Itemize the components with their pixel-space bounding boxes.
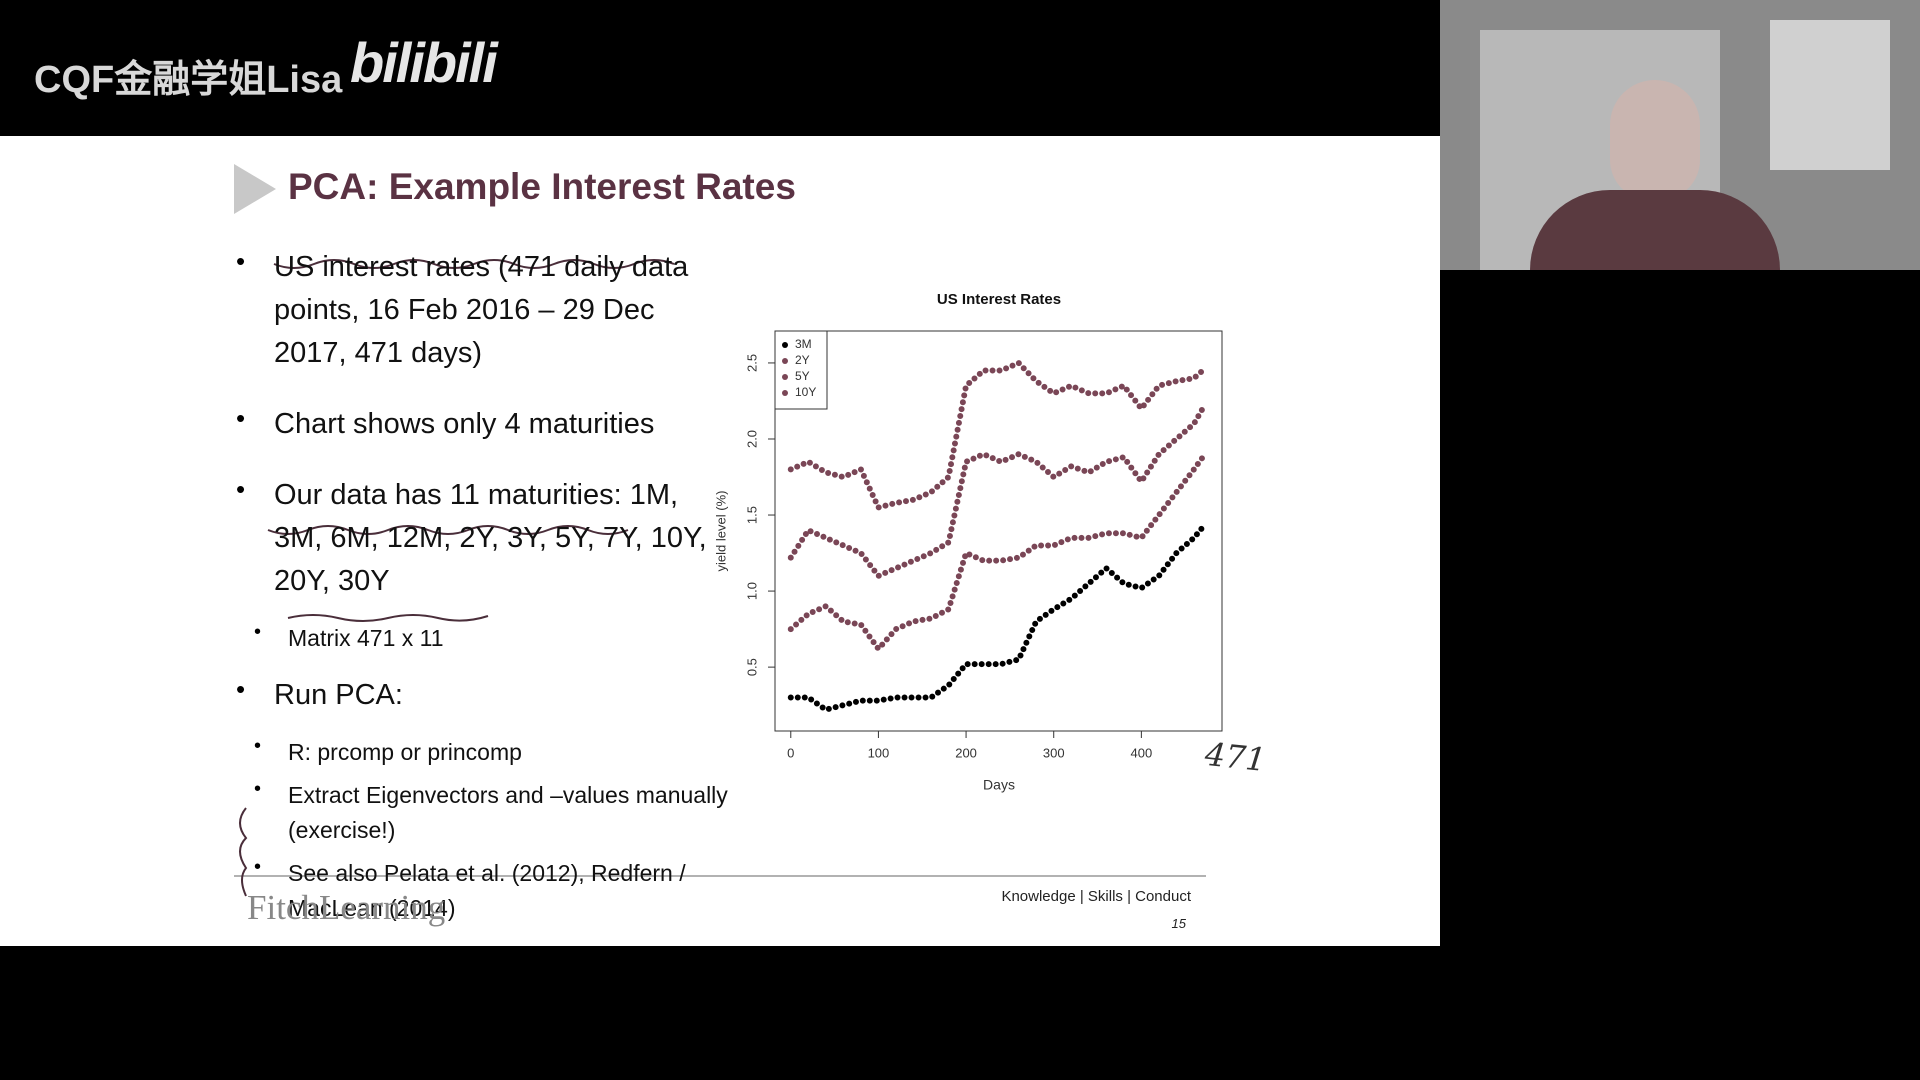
handwritten-underline xyxy=(273,259,675,269)
handwritten-brace xyxy=(239,807,248,897)
bullet-text: Run PCA: xyxy=(274,679,403,711)
x-axis-label: Days xyxy=(983,777,1015,793)
bullet-dot: • xyxy=(236,474,246,504)
slide-title: PCA: Example Interest Rates xyxy=(288,166,796,207)
bullet-dot: • xyxy=(254,778,262,800)
legend-marker xyxy=(782,390,788,396)
sub-bullet-text: R: prcomp or princomp xyxy=(288,739,522,765)
slide-art xyxy=(234,164,1206,897)
x-tick-label: 0 xyxy=(787,745,794,760)
chart-title: US Interest Rates xyxy=(937,291,1061,308)
series-line xyxy=(787,524,1206,713)
webcam-feed xyxy=(1440,0,1920,270)
x-tick-label: 200 xyxy=(955,745,977,760)
channel-watermark: CQF金融学姐Lisa xyxy=(34,59,343,101)
logo-watermark: bilibili xyxy=(350,31,498,94)
legend-label: 5Y xyxy=(795,369,810,383)
y-tick-label: 1.5 xyxy=(744,506,759,524)
y-tick-label: 2.0 xyxy=(744,430,759,448)
tagline: Knowledge | Skills | Conduct xyxy=(1001,888,1191,905)
series-line xyxy=(787,454,1206,652)
bullet-dot: • xyxy=(254,735,262,757)
slide: PCA: Example Interest Rates • US interest… xyxy=(0,136,1440,946)
legend-label: 3M xyxy=(795,337,812,351)
legend-marker xyxy=(782,374,788,380)
legend-marker xyxy=(782,358,788,364)
y-tick-label: 0.5 xyxy=(744,658,759,676)
bullet-text: Chart shows only 4 maturities xyxy=(274,408,655,440)
y-tick-label: 1.0 xyxy=(744,582,759,600)
y-tick-label: 2.5 xyxy=(744,354,759,372)
handwritten-underline xyxy=(287,614,489,622)
title-arrow xyxy=(234,164,276,214)
y-axis-label: yield level (%) xyxy=(713,491,728,572)
plot-frame xyxy=(774,330,1223,732)
bullet-dot: • xyxy=(236,246,246,276)
chart: US Interest Rates Days yield level (%) 0… xyxy=(713,291,1223,793)
brand: FitchLearning xyxy=(247,888,446,927)
series-line xyxy=(787,359,1206,511)
bullet-dot: • xyxy=(236,403,246,433)
bullet-dot: • xyxy=(254,621,262,643)
x-tick-label: 400 xyxy=(1131,745,1153,760)
bullet-dot: • xyxy=(254,856,262,878)
series-line xyxy=(787,405,1206,579)
sub-bullet-text: Extract Eigenvectors and –values manuall… xyxy=(288,782,728,843)
legend-marker xyxy=(782,342,788,348)
x-tick-label: 300 xyxy=(1043,745,1065,760)
legend-label: 2Y xyxy=(795,353,810,367)
sub-bullet-text: Matrix 471 x 11 xyxy=(288,625,444,651)
face xyxy=(1610,80,1700,200)
bullet-list: • US interest rates (471 daily data point… xyxy=(0,136,760,921)
handwritten-underline xyxy=(267,525,629,535)
bullet-dot: • xyxy=(236,674,246,704)
page-number: 15 xyxy=(1171,916,1186,931)
sub-bullet-text: See also Pelata et al. (2012), Redfern /… xyxy=(288,860,686,921)
bullet-text: Our data has 11 maturities: 1M, 3M, 6M, … xyxy=(274,479,707,597)
window xyxy=(1770,20,1890,170)
bullet-text: US interest rates (471 daily data points… xyxy=(274,251,689,369)
x-tick-label: 100 xyxy=(868,745,890,760)
legend-label: 10Y xyxy=(795,385,816,399)
shoulders xyxy=(1530,190,1780,270)
